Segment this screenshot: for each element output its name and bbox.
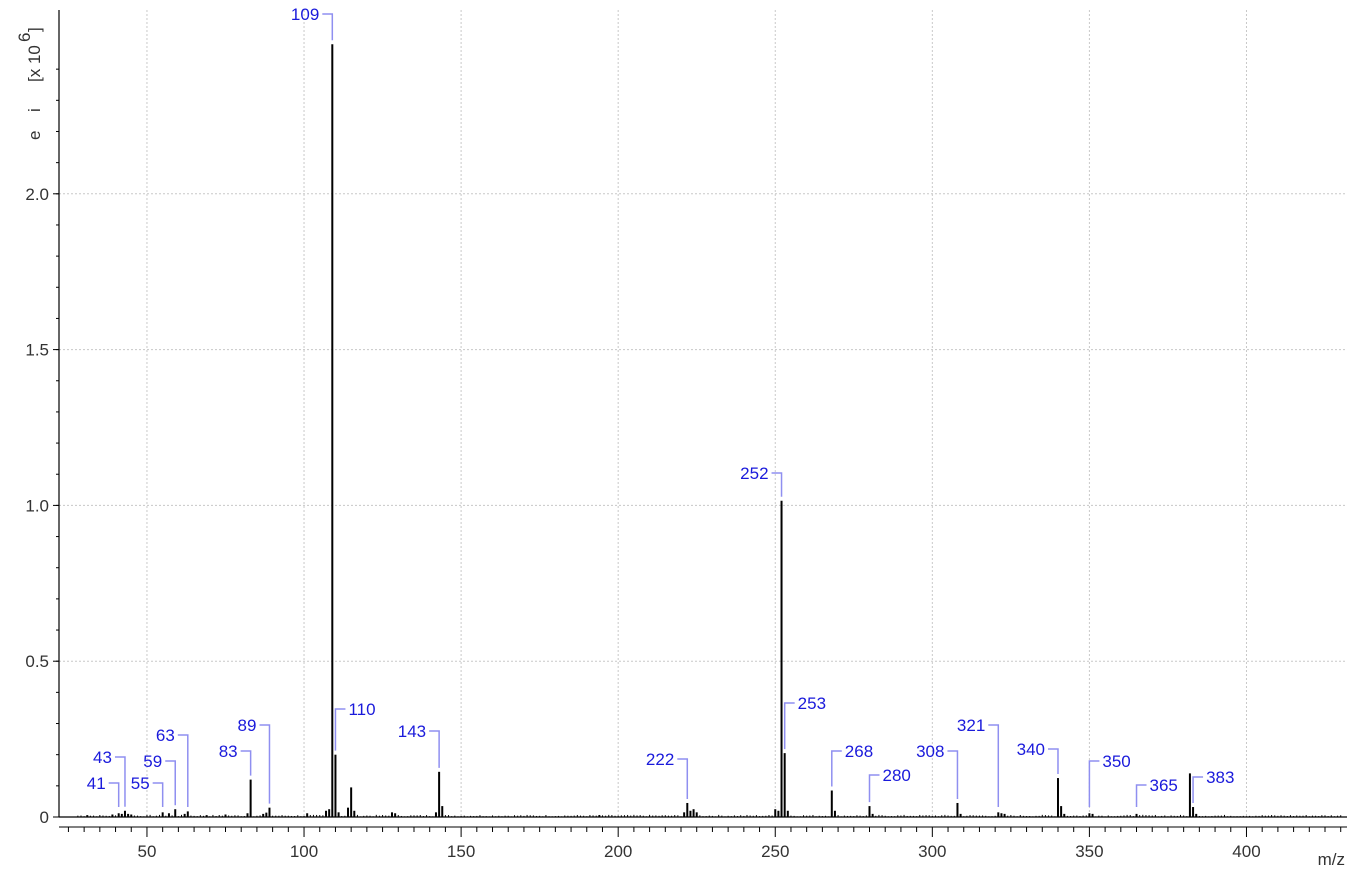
peak-label-59: 59 xyxy=(143,752,162,771)
y-tick-label: 0 xyxy=(40,808,49,827)
peak-leader xyxy=(177,734,189,807)
peak-leader xyxy=(1192,776,1204,804)
peak-leader xyxy=(1135,784,1147,807)
peak-leader xyxy=(831,750,842,787)
peak-label-222: 222 xyxy=(646,750,674,769)
peak-leader xyxy=(429,730,440,768)
peak-label-110: 110 xyxy=(348,700,375,719)
peak-label-41: 41 xyxy=(87,774,106,793)
peak-label-55: 55 xyxy=(131,774,150,793)
peak-label-43: 43 xyxy=(93,748,112,767)
y-label-i: i xyxy=(25,108,44,112)
y-label-bracket: ] xyxy=(25,27,44,32)
y-tick-label: 1.0 xyxy=(25,496,49,515)
peak-label-252: 252 xyxy=(740,464,768,483)
peak-label-365: 365 xyxy=(1150,776,1178,795)
peak-label-383: 383 xyxy=(1206,768,1234,787)
x-tick-label: 350 xyxy=(1075,842,1103,861)
peak-label-340: 340 xyxy=(1017,740,1045,759)
y-axis-label-text: e i [x 10 6] xyxy=(15,27,44,140)
peak-leader xyxy=(988,724,1000,807)
peak-leader xyxy=(1088,760,1100,807)
x-tick-label: 150 xyxy=(447,842,475,861)
x-tick-label: 300 xyxy=(918,842,946,861)
peak-label-280: 280 xyxy=(882,766,910,785)
x-tick-label: 50 xyxy=(138,842,157,861)
axes-layer: 0 0.5 1.0 1.5 2.0 50 100 150 200 250 300 350 400 xyxy=(25,10,1347,861)
y-tick-label: 2.0 xyxy=(25,185,49,204)
peak-label-308: 308 xyxy=(916,742,944,761)
peak-label-350: 350 xyxy=(1102,752,1130,771)
peak-leader xyxy=(677,758,689,799)
y-tick-label: 0.5 xyxy=(25,652,49,671)
peak-leader xyxy=(771,472,783,497)
y-label-scale: [x 10 xyxy=(25,45,44,82)
peak-leader xyxy=(947,750,959,799)
peak-leader xyxy=(334,708,346,751)
peak-label-63: 63 xyxy=(156,726,175,745)
y-label-e: e xyxy=(25,131,44,140)
peak-label-143: 143 xyxy=(398,722,426,741)
peak-label-253: 253 xyxy=(798,694,826,713)
peak-leader xyxy=(783,702,795,750)
peak-leader xyxy=(868,774,880,803)
peak-leader xyxy=(165,760,176,806)
x-tick-label: 100 xyxy=(290,842,318,861)
peak-label-268: 268 xyxy=(845,742,873,761)
peak-label-89: 89 xyxy=(238,716,257,735)
x-axis-label: m/z xyxy=(1318,850,1345,869)
x-tick-label: 400 xyxy=(1232,842,1260,861)
grid-layer xyxy=(59,10,1347,817)
peak-leader xyxy=(240,750,252,776)
peak-leader xyxy=(114,756,126,807)
y-tick-label: 1.5 xyxy=(25,341,49,360)
peak-label-83: 83 xyxy=(219,742,238,761)
peaks-layer xyxy=(77,44,1342,817)
peak-label-109: 109 xyxy=(291,5,319,24)
peak-leader xyxy=(1047,748,1059,775)
peak-leader xyxy=(259,724,271,804)
peak-leader xyxy=(108,782,120,807)
peak-leader xyxy=(322,13,334,41)
y-axis-label: e i [x 10 6] xyxy=(15,27,44,140)
x-tick-label: 200 xyxy=(604,842,632,861)
peak-leader xyxy=(152,782,164,807)
y-label-exponent: 6 xyxy=(15,33,34,42)
x-tick-label: 250 xyxy=(761,842,789,861)
peak-label-321: 321 xyxy=(957,716,985,735)
